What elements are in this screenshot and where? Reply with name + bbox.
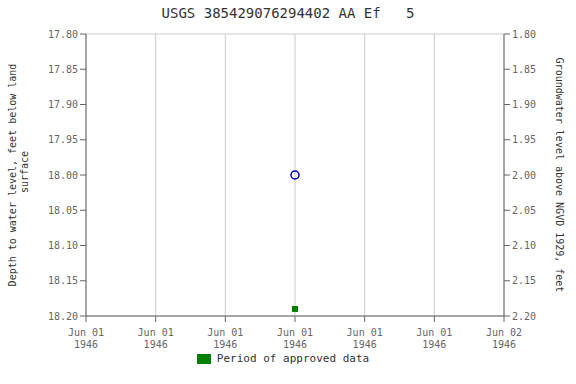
svg-text:17.95: 17.95 [48, 134, 78, 145]
svg-text:Jun 021946: Jun 021946 [486, 327, 522, 350]
svg-text:Jun 011946: Jun 011946 [68, 327, 104, 350]
svg-text:2.00: 2.00 [512, 170, 536, 181]
svg-text:18.15: 18.15 [48, 275, 78, 286]
svg-text:2.15: 2.15 [512, 275, 536, 286]
svg-text:1.80: 1.80 [512, 29, 536, 40]
svg-text:18.10: 18.10 [48, 240, 78, 251]
svg-text:17.80: 17.80 [48, 29, 78, 40]
svg-text:1.95: 1.95 [512, 134, 536, 145]
svg-text:18.20: 18.20 [48, 311, 78, 322]
svg-text:Jun 011946: Jun 011946 [207, 327, 243, 350]
html-text:USGS 385429076294402 AA Ef 5: USGS 385429076294402 AA Ef 5 [161, 5, 415, 21]
svg-text:Groundwater level above NGVD 1: Groundwater level above NGVD 1929, feet [554, 58, 565, 293]
svg-text:2.05: 2.05 [512, 205, 536, 216]
svg-text:Jun 011946: Jun 011946 [347, 327, 383, 350]
svg-text:1.90: 1.90 [512, 99, 536, 110]
html-text:Period of approved data: Period of approved data [216, 352, 370, 365]
svg-text:17.90: 17.90 [48, 99, 78, 110]
svg-text:18.05: 18.05 [48, 205, 78, 216]
svg-text:Depth to water level, feet bel: Depth to water level, feet below land su… [8, 64, 30, 287]
svg-text:Jun 011946: Jun 011946 [277, 327, 313, 350]
svg-text:1.85: 1.85 [512, 64, 536, 75]
svg-text:2.20: 2.20 [512, 311, 536, 322]
svg-text:Jun 011946: Jun 011946 [416, 327, 452, 350]
svg-text:18.00: 18.00 [48, 170, 78, 181]
svg-text:17.85: 17.85 [48, 64, 78, 75]
svg-text:2.10: 2.10 [512, 240, 536, 251]
svg-text:Jun 011946: Jun 011946 [138, 327, 174, 350]
